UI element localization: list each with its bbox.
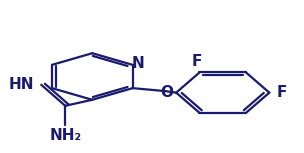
- Text: HN: HN: [8, 76, 34, 91]
- Text: NH₂: NH₂: [49, 128, 81, 143]
- Text: N: N: [132, 56, 144, 71]
- Text: O: O: [161, 85, 174, 100]
- Text: F: F: [192, 54, 202, 69]
- Text: F: F: [277, 85, 287, 100]
